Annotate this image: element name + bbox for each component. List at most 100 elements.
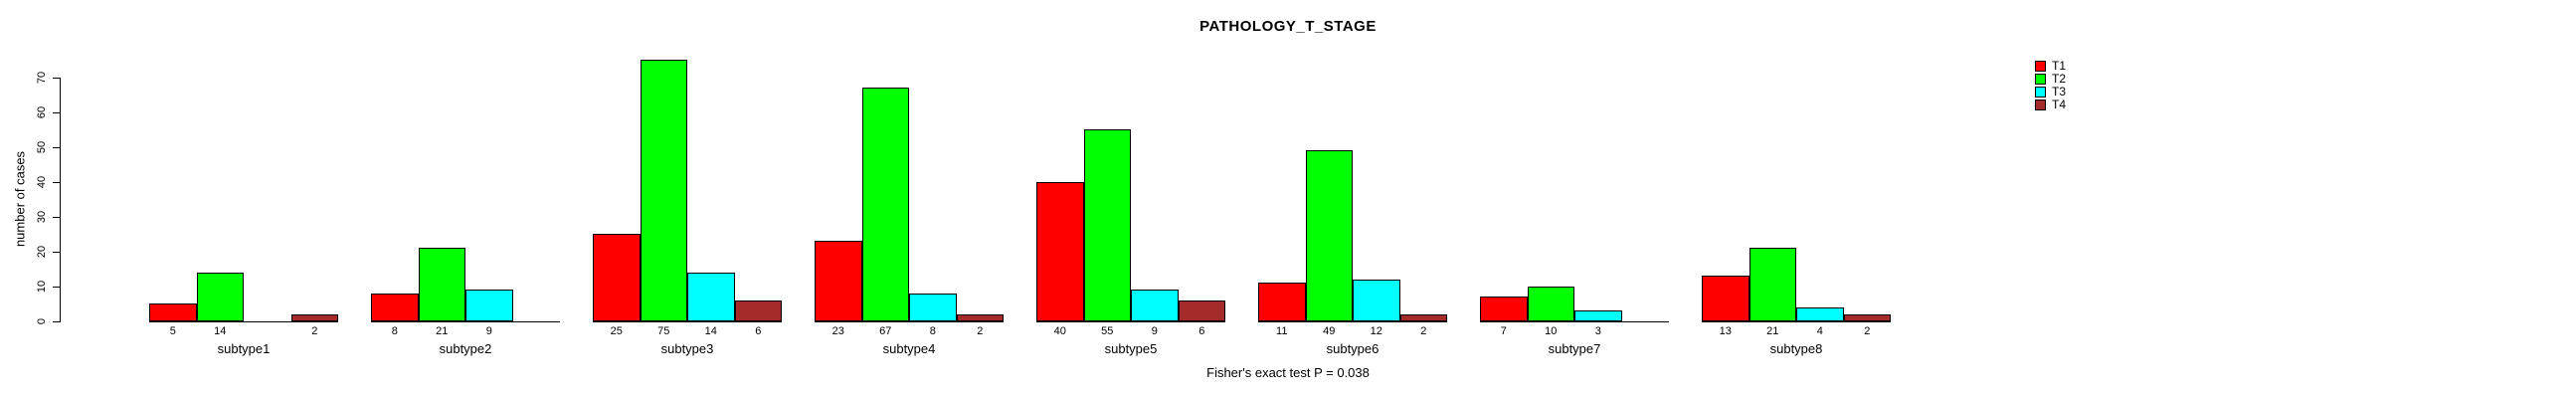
bar-group: 23 67 8 2 subtype4 [815,60,1004,356]
bar-t1 [593,234,641,321]
chart-title: PATHOLOGY_T_STAGE [1199,18,1377,35]
bar-t1 [149,303,197,321]
legend-label: T3 [2052,85,2067,99]
category-label: subtype6 [1326,341,1380,356]
bar-group: 5 14 2 subtype1 [149,60,338,356]
bar-slot [1036,60,1084,321]
bar-group-baseline [1258,60,1447,322]
bar-slot [1843,60,1891,321]
bar-slot [1178,60,1225,321]
bar-value-label: 21 [436,325,449,337]
y-axis-label: number of cases [12,150,28,248]
bar-slot [1622,60,1670,321]
y-axis-tick [53,252,60,253]
bar-slot [861,60,909,321]
bar-group: 8 21 9 subtype2 [371,60,560,356]
bar-value-label: 14 [704,325,717,337]
y-axis-tick [53,78,60,79]
bar-group-baseline [1036,60,1225,322]
bar-value-label: 25 [610,325,623,337]
category-label: subtype5 [1104,341,1158,356]
bar-value-label: 8 [391,325,398,337]
legend-swatch [2035,100,2046,110]
bar-slot [956,60,1004,321]
legend-swatch [2035,87,2046,98]
bar-t1 [815,241,862,321]
bar-t2 [1305,150,1353,321]
bar-values-row: 5 14 2 [149,325,338,337]
bar-slot [1399,60,1447,321]
y-axis-tick-label: 10 [36,280,48,294]
bar-slot [196,60,244,321]
bar-value-label: 55 [1101,325,1114,337]
y-axis-line [60,78,61,322]
bar-slot [1574,60,1622,321]
bar-group-baseline [1480,60,1669,322]
bar-t4 [956,314,1004,321]
category-label: subtype4 [882,341,936,356]
bar-t4 [290,314,338,321]
legend-item: T1 [2035,59,2067,73]
bar-values-row: 7 10 3 [1480,325,1669,337]
category-label: subtype1 [217,341,271,356]
y-axis-tick [53,321,60,322]
stat-footnote: Fisher's exact test P = 0.038 [1206,365,1370,380]
bar-values-row: 11 49 12 2 [1258,325,1447,337]
bar-slot [149,60,197,321]
legend-label: T1 [2052,59,2067,73]
bar-value-label: 10 [1545,325,1558,337]
y-axis-tick [53,217,60,218]
bar-slot [290,60,338,321]
bar-value-label: 3 [1594,325,1601,337]
bar-group-baseline [1702,60,1891,322]
bar-t2 [196,273,244,321]
bar-slot [1748,60,1796,321]
bar-value-label: 7 [1500,325,1507,337]
bar-slot [513,60,561,321]
bar-slot [1353,60,1400,321]
legend-swatch [2035,74,2046,85]
bar-value-label: 23 [831,325,844,337]
bar-value-label [513,325,561,337]
bar-t2 [640,60,687,321]
bar-slot [909,60,957,321]
legend-swatch [2035,61,2046,72]
y-axis-tick-label: 20 [36,245,48,259]
bar-slot [1796,60,1844,321]
bar-t2 [861,88,909,321]
bar-t3 [1796,307,1844,321]
legend-item: T2 [2035,73,2066,85]
bar-value-label: 12 [1370,325,1382,337]
bar-t2 [1083,129,1131,321]
bar-slot [1527,60,1574,321]
bar-value-label: 6 [1198,325,1205,337]
y-axis-tick-label: 50 [36,140,48,154]
y-axis-tick [53,112,60,113]
bar-value-label: 13 [1719,325,1732,337]
bar-t3 [465,290,513,321]
bar-slot [371,60,419,321]
bar-t1 [1480,297,1528,321]
bar-value-label: 40 [1053,325,1066,337]
bar-values-row: 23 67 8 2 [815,325,1004,337]
bar-slot [815,60,862,321]
bar-slot [1258,60,1306,321]
bar-values-row: 25 75 14 6 [593,325,782,337]
bar-slot [640,60,687,321]
bar-slot [734,60,782,321]
bar-group-baseline [815,60,1004,322]
y-axis-tick-label: 30 [36,210,48,224]
y-axis-tick [53,182,60,183]
bar-group: 7 10 3 subtype7 [1480,60,1669,356]
bar-value-label: 8 [929,325,936,337]
y-axis-tick-label: 70 [36,71,48,85]
y-axis-tick [53,287,60,288]
bar-value-label: 2 [311,325,318,337]
bar-t4 [1843,314,1891,321]
bar-t1 [1258,283,1306,321]
bar-value-label: 75 [657,325,670,337]
bar-values-row: 40 55 9 6 [1036,325,1225,337]
category-label: subtype7 [1548,341,1601,356]
bar-t3 [687,273,735,321]
bar-value-label: 5 [169,325,176,337]
